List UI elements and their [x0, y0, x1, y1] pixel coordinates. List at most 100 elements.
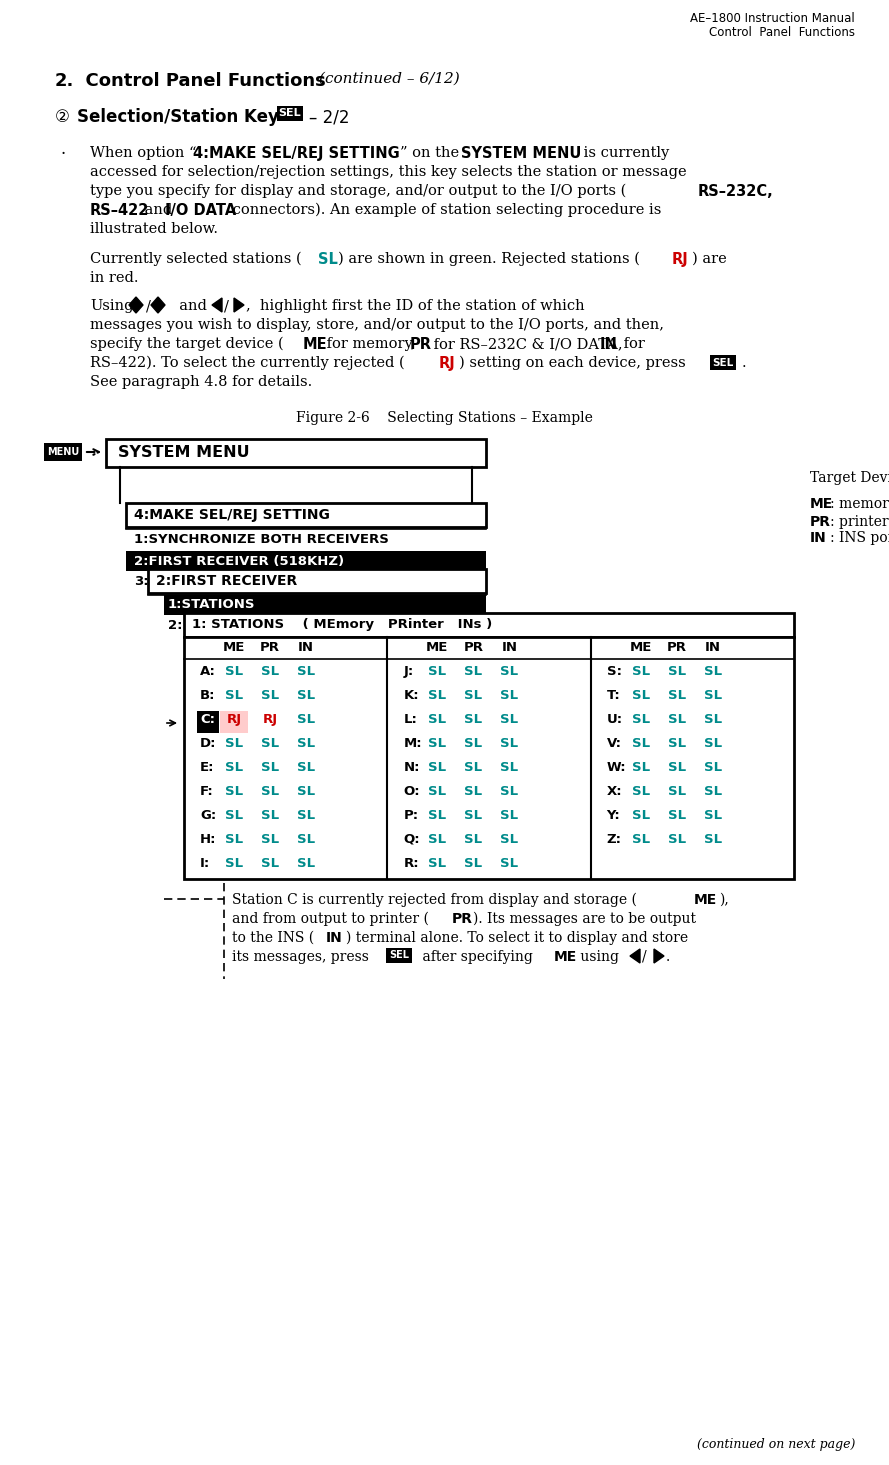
Text: SL: SL: [501, 834, 518, 845]
Text: Currently selected stations (: Currently selected stations (: [90, 252, 301, 267]
Text: SL: SL: [261, 857, 279, 870]
Polygon shape: [151, 305, 165, 314]
Text: SL: SL: [668, 713, 685, 727]
Text: SL: SL: [501, 809, 518, 822]
Text: /: /: [224, 299, 228, 314]
Text: SL: SL: [464, 713, 483, 727]
Bar: [126, 502, 486, 527]
Text: SL: SL: [428, 713, 446, 727]
Text: SL: SL: [501, 760, 518, 774]
Text: Control Panel Functions: Control Panel Functions: [73, 72, 325, 89]
Text: J:: J:: [404, 665, 413, 678]
Text: SL: SL: [318, 252, 338, 267]
Text: SL: SL: [261, 665, 279, 678]
Text: SL: SL: [501, 665, 518, 678]
Text: 1:STATIONS: 1:STATIONS: [168, 598, 255, 611]
Bar: [44, 442, 82, 461]
Text: SL: SL: [631, 713, 650, 727]
Text: SL: SL: [225, 689, 243, 702]
Text: SL: SL: [631, 834, 650, 845]
Text: SL: SL: [261, 834, 279, 845]
Text: SL: SL: [297, 665, 315, 678]
Text: SL: SL: [428, 737, 446, 750]
Text: : INS port (RS–422): : INS port (RS–422): [830, 530, 889, 545]
Text: G:: G:: [200, 809, 216, 822]
Text: Selection/Station Key: Selection/Station Key: [77, 108, 279, 126]
Text: SEL: SEL: [389, 951, 409, 961]
Text: SL: SL: [464, 809, 483, 822]
Polygon shape: [129, 297, 143, 305]
Text: SL: SL: [631, 785, 650, 798]
Text: .: .: [666, 949, 670, 964]
Bar: [197, 711, 219, 732]
Text: I/O DATA: I/O DATA: [165, 204, 236, 218]
Text: I:: I:: [200, 857, 211, 870]
Text: 2:FIRST RECEIVER (518KHZ): 2:FIRST RECEIVER (518KHZ): [134, 555, 344, 568]
Text: ). Its messages are to be output: ). Its messages are to be output: [473, 913, 696, 926]
Text: RS–422). To select the currently rejected (: RS–422). To select the currently rejecte…: [90, 356, 404, 371]
Text: RS–422: RS–422: [90, 204, 149, 218]
Text: SL: SL: [703, 737, 722, 750]
Text: SL: SL: [703, 713, 722, 727]
Text: accessed for selection/rejection settings, this key selects the station or messa: accessed for selection/rejection setting…: [90, 166, 686, 179]
Bar: [148, 568, 486, 593]
Text: using: using: [576, 949, 619, 964]
Text: SL: SL: [225, 737, 243, 750]
Text: Control  Panel  Functions: Control Panel Functions: [709, 26, 855, 40]
Text: IN: IN: [600, 337, 618, 352]
Text: 4:MAKE SEL/REJ SETTING: 4:MAKE SEL/REJ SETTING: [193, 146, 400, 161]
Text: D:: D:: [200, 737, 217, 750]
Bar: [386, 948, 412, 963]
Text: U:: U:: [606, 713, 623, 727]
Text: SL: SL: [225, 834, 243, 845]
Text: 1:SYNCHRONIZE BOTH RECEIVERS: 1:SYNCHRONIZE BOTH RECEIVERS: [134, 533, 388, 546]
Text: PR: PR: [667, 642, 686, 653]
Text: SL: SL: [464, 857, 483, 870]
Polygon shape: [129, 305, 143, 314]
Text: RJ: RJ: [439, 356, 456, 371]
Text: K:: K:: [404, 689, 419, 702]
Text: SL: SL: [297, 857, 315, 870]
Text: for RS–232C & I/O DATA,: for RS–232C & I/O DATA,: [429, 337, 628, 352]
Text: P:: P:: [404, 809, 419, 822]
Text: SL: SL: [703, 785, 722, 798]
Bar: [164, 595, 486, 615]
Text: ,  highlight first the ID of the station of which: , highlight first the ID of the station …: [246, 299, 585, 314]
Text: /: /: [146, 299, 151, 314]
Text: in red.: in red.: [90, 271, 139, 286]
Text: When option “: When option “: [90, 146, 196, 160]
Text: Y:: Y:: [606, 809, 621, 822]
Text: SL: SL: [668, 760, 685, 774]
Bar: [277, 105, 303, 122]
Text: SL: SL: [464, 760, 483, 774]
Text: SYSTEM MENU: SYSTEM MENU: [118, 445, 250, 460]
Text: SL: SL: [297, 760, 315, 774]
Text: S:: S:: [606, 665, 621, 678]
Text: SL: SL: [225, 857, 243, 870]
Text: T:: T:: [606, 689, 621, 702]
Polygon shape: [151, 297, 165, 305]
Text: SL: SL: [428, 760, 446, 774]
Text: ②: ②: [55, 108, 70, 126]
Text: SL: SL: [428, 809, 446, 822]
Text: IN: IN: [705, 642, 721, 653]
Text: SL: SL: [297, 809, 315, 822]
Text: is currently: is currently: [579, 146, 669, 160]
Bar: [106, 440, 486, 467]
Text: MENU: MENU: [47, 447, 79, 457]
Text: for memory,: for memory,: [322, 337, 420, 352]
Text: N:: N:: [404, 760, 420, 774]
Text: SL: SL: [225, 760, 243, 774]
Text: Target Devices:: Target Devices:: [810, 472, 889, 485]
Text: PR: PR: [410, 337, 432, 352]
Bar: [184, 637, 794, 879]
Text: Q:: Q:: [404, 834, 420, 845]
Text: 4:MAKE SEL/REJ SETTING: 4:MAKE SEL/REJ SETTING: [134, 508, 330, 522]
Text: SL: SL: [464, 834, 483, 845]
Text: SL: SL: [225, 809, 243, 822]
Text: SL: SL: [631, 689, 650, 702]
Text: SL: SL: [501, 689, 518, 702]
Text: its messages, press: its messages, press: [232, 949, 369, 964]
Text: SYSTEM MENU: SYSTEM MENU: [461, 146, 581, 161]
Text: SL: SL: [261, 737, 279, 750]
